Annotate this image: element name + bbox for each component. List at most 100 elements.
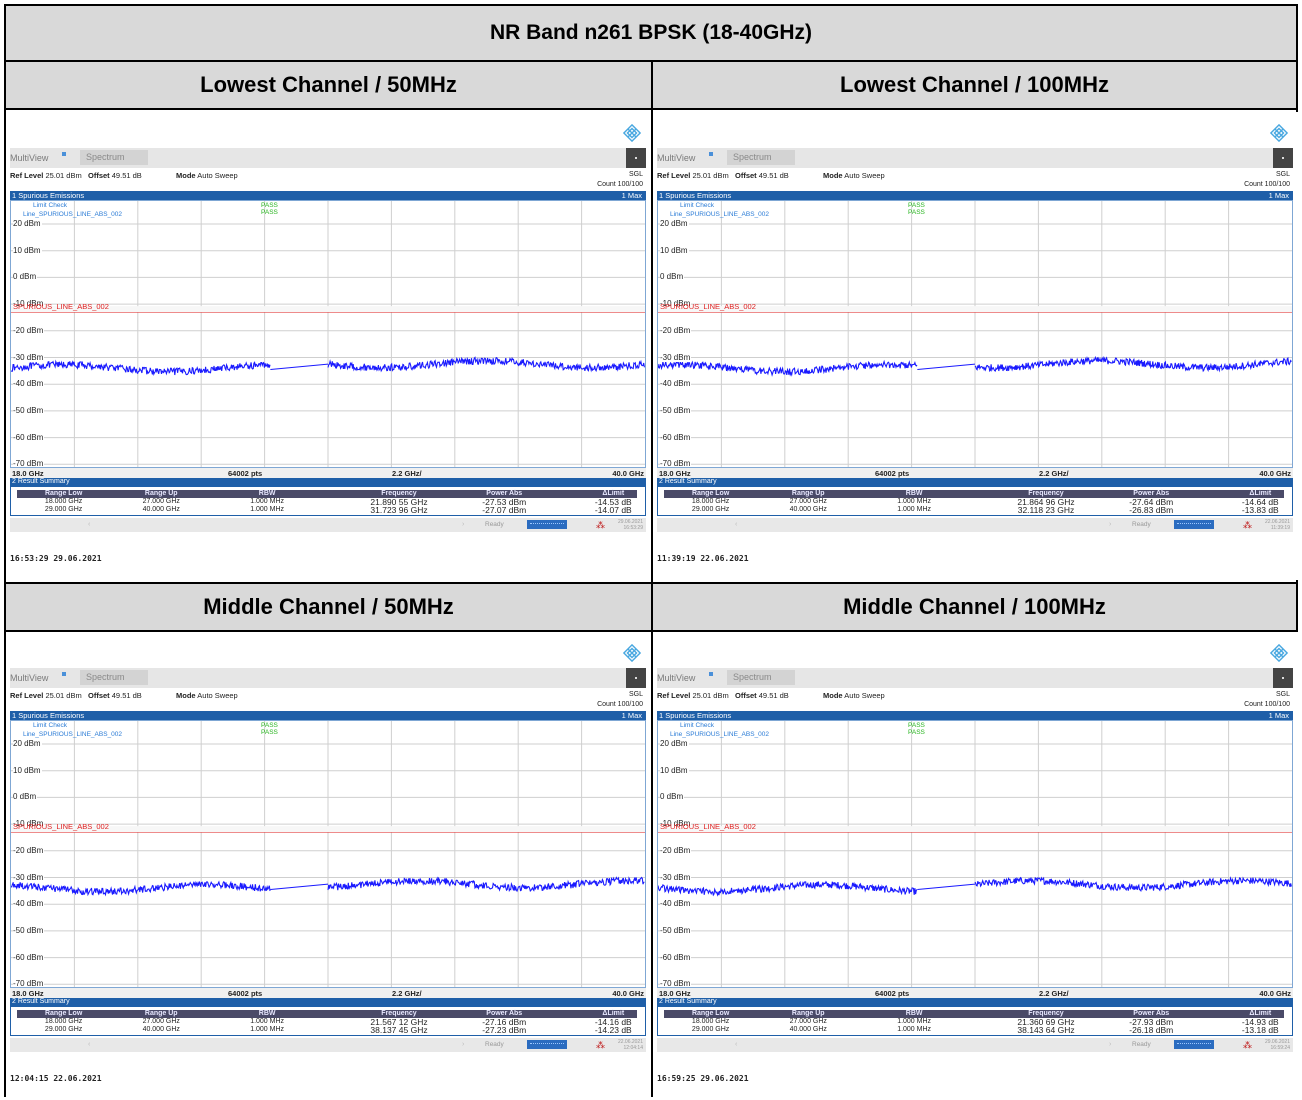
result-column-header: Power Abs [1133, 490, 1170, 497]
sgl-label: SGL [628, 691, 643, 698]
sweep-info: SGL Count 100/100 [1244, 170, 1290, 190]
menu-button[interactable] [626, 148, 646, 168]
tab-multiview[interactable]: MultiView [10, 673, 49, 683]
scroll-right-icon[interactable]: › [1109, 521, 1112, 528]
result-cell: 27.000 GHz [789, 498, 827, 505]
result-column: Range Up 27.000 GHz 40.000 GHz [758, 490, 858, 513]
sgl-label: SGL [628, 171, 643, 178]
count-label: Count 100/100 [597, 701, 643, 708]
scroll-right-icon[interactable]: › [1109, 1041, 1112, 1048]
scroll-left-icon[interactable]: ‹ [735, 1041, 738, 1048]
span-per-div: 2.2 GHz/ [1039, 469, 1069, 478]
result-column-header: RBW [258, 1010, 276, 1017]
x-stop: 40.0 GHz [1259, 469, 1291, 478]
warning-icon[interactable]: ⁂ [1243, 520, 1252, 530]
result-header-bar [17, 490, 637, 498]
tab-spectrum[interactable]: Spectrum [80, 670, 148, 685]
result-column-header: Range Low [691, 1010, 730, 1017]
points-count: 64002 pts [875, 469, 910, 478]
result-cell: -14.64 dB [1241, 497, 1279, 507]
screenshot-lowest-100: MultiView Spectrum Ref Level 25.01 dBm O… [653, 112, 1298, 580]
spectrum-plot[interactable]: 20 dBm 10 dBm 0 dBm -10 dBm -20 dBm -30 dBm -4… [10, 720, 646, 988]
result-column-header: ΔLimit [1249, 1010, 1272, 1017]
capture-timestamp: 16:53:29 29.06.2021 [10, 554, 102, 563]
scroll-right-icon[interactable]: › [462, 1041, 465, 1048]
spectrum-plot[interactable]: 20 dBm 10 dBm 0 dBm -10 dBm -20 dBm -30 dBm -4… [657, 200, 1293, 468]
offset-value: 49.51 dB [758, 171, 789, 180]
result-cell: 1.000 MHz [250, 505, 285, 513]
tab-multiview[interactable]: MultiView [657, 673, 696, 683]
y-tick-label: -20 dBm [660, 845, 692, 855]
mode-info: Mode Auto Sweep [823, 691, 885, 700]
mode-info: Mode Auto Sweep [823, 171, 885, 180]
tab-spectrum[interactable]: Spectrum [727, 150, 795, 165]
ref-level-label: Ref Level [657, 171, 691, 180]
ref-level-value: 25.01 dBm [692, 171, 729, 180]
scroll-left-icon[interactable]: ‹ [735, 521, 738, 528]
result-header-bar [17, 1010, 637, 1018]
result-cell: 38.137 45 GHz [370, 1025, 428, 1035]
result-cell: 1.000 MHz [897, 498, 932, 505]
status-ready: Ready [1132, 521, 1151, 528]
pass-label-2: PASS [908, 209, 925, 216]
tab-dot-icon [709, 152, 713, 156]
y-tick-label: -30 dBm [660, 352, 692, 362]
scroll-left-icon[interactable]: ‹ [88, 521, 91, 528]
mode-label: Mode [176, 171, 196, 180]
result-column-header: Power Abs [486, 1010, 523, 1017]
status-date: 22.06.2021 [617, 1039, 643, 1045]
tab-multiview[interactable]: MultiView [10, 153, 49, 163]
result-cell: -27.93 dBm [1129, 1017, 1174, 1027]
offset-label: Offset [735, 691, 757, 700]
status-time: 11:39:19 [1270, 525, 1290, 531]
menu-button[interactable] [1273, 148, 1293, 168]
scroll-right-icon[interactable]: › [462, 521, 465, 528]
tab-dot-icon [62, 152, 66, 156]
result-cell: 40.000 GHz [789, 1025, 827, 1033]
offset-label: Offset [88, 171, 110, 180]
y-tick-label: -40 dBm [660, 899, 692, 909]
y-tick-label: -30 dBm [660, 872, 692, 882]
y-tick-label: 0 dBm [660, 272, 685, 282]
tab-spectrum[interactable]: Spectrum [727, 670, 795, 685]
y-tick-label: 20 dBm [660, 739, 689, 748]
window-tabbar [10, 668, 646, 688]
result-column: Power Abs -27.64 dBm -26.83 dBm [1101, 490, 1201, 514]
count-label: Count 100/100 [1244, 701, 1290, 708]
spectrum-trace-svg [658, 721, 1292, 987]
result-summary-title: 2 Result Summary [657, 998, 1293, 1006]
window-tabbar [657, 668, 1293, 688]
trace-label: 1 Max [621, 191, 642, 200]
x-axis-bar: 18.0 GHz 64002 pts 2.2 GHz/ 40.0 GHz [657, 468, 1293, 478]
spectrum-plot[interactable]: 20 dBm 10 dBm 0 dBm -10 dBm -20 dBm -30 dBm -4… [10, 200, 646, 468]
result-cell: -14.07 dB [594, 505, 632, 515]
result-column-header: Range Up [791, 490, 825, 497]
scroll-left-icon[interactable]: ‹ [88, 1041, 91, 1048]
menu-button[interactable] [1273, 668, 1293, 688]
mode-info: Mode Auto Sweep [176, 691, 238, 700]
screenshot-middle-100: MultiView Spectrum Ref Level 25.01 dBm O… [653, 632, 1298, 1100]
sweep-info: SGL Count 100/100 [597, 690, 643, 710]
ref-level-info: Ref Level 25.01 dBm Offset 49.51 dB [657, 171, 789, 180]
spectrum-trace-svg [11, 721, 645, 987]
menu-button[interactable] [626, 668, 646, 688]
result-cell: 29.000 GHz [691, 505, 730, 513]
spectrum-plot[interactable]: 20 dBm 10 dBm 0 dBm -10 dBm -20 dBm -30 dBm -4… [657, 720, 1293, 988]
result-cell: 18.000 GHz [44, 1018, 83, 1025]
result-column: Power Abs -27.53 dBm -27.07 dBm [454, 490, 554, 514]
result-cell: 32.118 23 GHz [1017, 505, 1075, 515]
y-tick-label: -50 dBm [13, 925, 45, 935]
diagram-title: 1 Spurious Emissions [12, 711, 85, 720]
rs-logo-icon [1270, 124, 1288, 142]
warning-icon[interactable]: ⁂ [596, 1040, 605, 1050]
pass-label-1: PASS [261, 202, 278, 209]
warning-icon[interactable]: ⁂ [596, 520, 605, 530]
tab-spectrum[interactable]: Spectrum [80, 150, 148, 165]
points-count: 64002 pts [228, 989, 263, 998]
ref-level-label: Ref Level [10, 691, 44, 700]
warning-icon[interactable]: ⁂ [1243, 1040, 1252, 1050]
tab-multiview[interactable]: MultiView [657, 153, 696, 163]
y-tick-label: -40 dBm [13, 379, 45, 389]
result-header-bar [664, 1010, 1284, 1018]
result-column-header: Frequency [1028, 1010, 1064, 1017]
